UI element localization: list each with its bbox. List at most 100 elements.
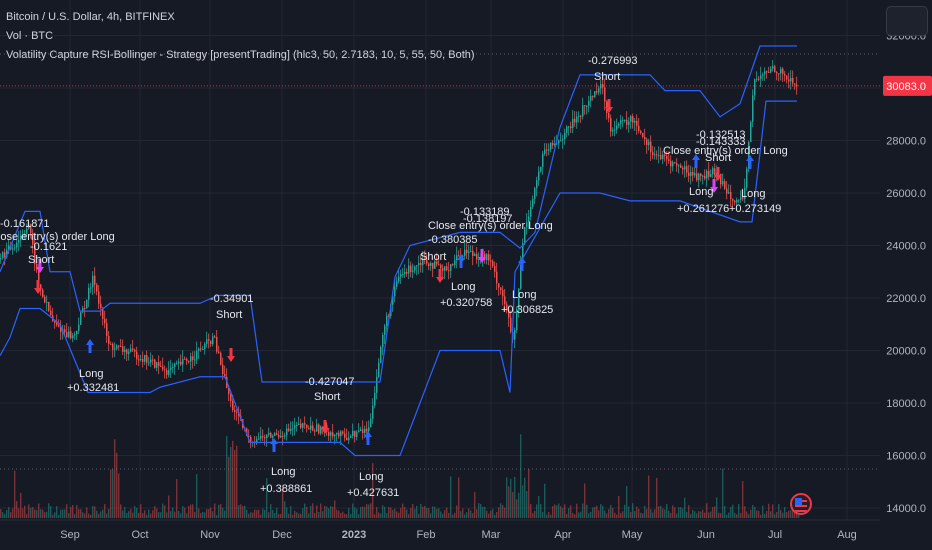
- long-signal-arrow-icon[interactable]: [270, 438, 278, 452]
- x-axis-tick-label: Jun: [697, 529, 715, 541]
- long-signal-arrow-icon[interactable]: [692, 154, 700, 168]
- candle-body: [300, 423, 302, 428]
- candle-body: [656, 154, 658, 156]
- volume-bar: [734, 512, 736, 518]
- volume-bar: [646, 508, 648, 518]
- volume-bar: [224, 510, 226, 518]
- volume-bar: [12, 508, 14, 518]
- volume-bar: [600, 504, 602, 518]
- symbol-legend[interactable]: Bitcoin / U.S. Dollar, 4h, BITFINEX: [6, 11, 175, 23]
- candle-body: [506, 304, 508, 311]
- volume-bar: [146, 514, 148, 518]
- volume-bar: [704, 512, 706, 518]
- volume-bar: [580, 511, 582, 518]
- candle-body: [560, 140, 562, 142]
- layout-icon[interactable]: [886, 6, 928, 36]
- candle-body: [176, 363, 178, 365]
- candle-body: [574, 118, 576, 123]
- strategy-legend[interactable]: Volatility Capture RSI-Bollinger - Strat…: [6, 49, 475, 61]
- candle-body: [628, 121, 630, 125]
- trade-label: Short: [28, 254, 54, 266]
- us-flag-icon[interactable]: [790, 493, 812, 515]
- volume-bar: [684, 497, 686, 518]
- close-signal-arrow-icon[interactable]: [710, 179, 718, 193]
- volume-bar: [392, 509, 394, 518]
- volume-bar: [174, 511, 176, 518]
- candle-body: [12, 248, 14, 250]
- volume-bar: [220, 504, 222, 518]
- volume-bar: [330, 505, 332, 518]
- long-signal-arrow-icon[interactable]: [457, 254, 465, 268]
- long-signal-arrow-icon[interactable]: [518, 257, 526, 271]
- close-signal-arrow-icon[interactable]: [36, 259, 44, 273]
- candle-body: [706, 170, 708, 179]
- candle-body: [578, 115, 580, 117]
- close-signal-arrow-icon[interactable]: [478, 249, 486, 263]
- short-signal-arrow-icon[interactable]: [714, 167, 722, 181]
- candle-body: [376, 376, 378, 393]
- volume-bar: [258, 509, 260, 518]
- candle-body: [4, 252, 6, 257]
- candle-body: [174, 363, 176, 367]
- volume-bar: [184, 507, 186, 518]
- long-signal-arrow-icon[interactable]: [364, 431, 372, 445]
- volume-bar: [374, 514, 376, 518]
- volume-bar: [620, 513, 622, 518]
- candle-body: [434, 261, 436, 269]
- short-signal-arrow-icon[interactable]: [34, 280, 42, 294]
- volume-bar: [522, 485, 524, 518]
- candle-body: [492, 261, 494, 267]
- volume-bar: [158, 512, 160, 518]
- candle-body: [84, 308, 86, 310]
- volume-bar: [728, 512, 730, 518]
- volume-bar: [92, 506, 94, 518]
- volume-bar: [730, 507, 732, 518]
- volume-bar: [444, 510, 446, 518]
- volume-bar: [230, 446, 232, 518]
- volume-bar: [4, 514, 6, 518]
- candle-body: [172, 366, 174, 368]
- volume-bar: [542, 511, 544, 518]
- candle-body: [498, 283, 500, 288]
- candle-body: [474, 253, 476, 257]
- candle-body: [144, 355, 146, 362]
- candle-body: [518, 288, 520, 310]
- candle-body: [702, 175, 704, 177]
- upper-band-line: [0, 45, 797, 383]
- long-signal-arrow-icon[interactable]: [746, 155, 754, 169]
- volume-bar: [198, 508, 200, 518]
- volume-bar: [250, 512, 252, 518]
- volume-bar: [58, 514, 60, 518]
- candle-body: [216, 337, 218, 352]
- volume-bar: [470, 510, 472, 518]
- volume-bar: [252, 512, 254, 518]
- volume-bar: [692, 509, 694, 518]
- long-signal-arrow-icon[interactable]: [86, 339, 94, 353]
- x-axis-tick-label: Dec: [272, 529, 292, 541]
- short-signal-arrow-icon[interactable]: [321, 420, 329, 434]
- volume-bar: [526, 491, 528, 518]
- volume-bar: [786, 512, 788, 518]
- volume-bar: [28, 504, 30, 518]
- volume-bar: [26, 514, 28, 518]
- volume-bar: [364, 507, 366, 518]
- y-axis-tick-label: 20000.0: [886, 346, 926, 358]
- short-signal-arrow-icon[interactable]: [436, 269, 444, 283]
- short-signal-arrow-icon[interactable]: [605, 99, 613, 113]
- candle-body: [466, 249, 468, 254]
- candle-body: [732, 198, 734, 201]
- short-signal-arrow-icon[interactable]: [227, 348, 235, 362]
- candle-body: [370, 418, 372, 428]
- candle-body: [538, 171, 540, 181]
- volume-legend[interactable]: Vol · BTC: [6, 30, 54, 42]
- volume-bar: [366, 504, 368, 518]
- volume-bar: [148, 509, 150, 518]
- candle-body: [48, 301, 50, 311]
- volume-bar: [176, 479, 178, 518]
- volume-bar: [698, 511, 700, 518]
- volume-bar: [716, 497, 718, 518]
- volume-bar: [658, 506, 660, 518]
- volume-bar: [154, 506, 156, 518]
- candle-body: [566, 126, 568, 133]
